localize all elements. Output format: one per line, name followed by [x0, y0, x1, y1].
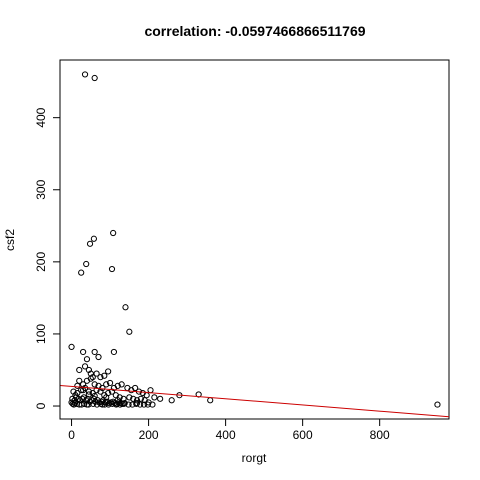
- data-point: [125, 401, 132, 408]
- data-point: [74, 382, 81, 389]
- data-point: [74, 389, 81, 397]
- x-tick-label: 200: [139, 428, 159, 442]
- data-point: [120, 400, 128, 407]
- data-point: [101, 372, 108, 379]
- data-point: [109, 400, 116, 407]
- x-axis: 0 200 400 600 800: [68, 418, 390, 442]
- data-point: [133, 397, 141, 404]
- data-point: [133, 400, 140, 407]
- data-point: [137, 395, 144, 402]
- data-point: [83, 401, 91, 408]
- data-point: [110, 348, 118, 356]
- data-point: [132, 384, 139, 392]
- data-point: [93, 370, 100, 377]
- data-point: [151, 394, 158, 401]
- data-point: [110, 229, 117, 237]
- data-point: [99, 384, 106, 392]
- data-point: [133, 400, 141, 407]
- y-axis: 0 100 200 300 400: [34, 107, 61, 409]
- chart-title: correlation: -0.0597466866511769: [144, 23, 365, 39]
- data-point: [85, 388, 92, 395]
- y-tick-label: 100: [34, 324, 48, 344]
- data-point: [90, 400, 97, 407]
- data-point: [105, 401, 112, 408]
- y-tick-label: 0: [34, 402, 48, 409]
- data-point: [78, 269, 85, 276]
- data-point: [83, 356, 91, 363]
- data-point: [130, 395, 137, 402]
- regression-line: [59, 384, 450, 418]
- data-point: [149, 401, 156, 408]
- data-point: [157, 395, 164, 402]
- y-tick-label: 200: [34, 252, 48, 272]
- data-point: [90, 235, 97, 242]
- data-point: [140, 401, 148, 408]
- data-point: [91, 392, 98, 400]
- data-point: [126, 394, 133, 401]
- data-point: [105, 368, 112, 375]
- y-axis-label: csf2: [3, 229, 17, 251]
- data-point: [85, 366, 92, 374]
- data-point: [76, 401, 83, 408]
- data-point: [114, 397, 121, 404]
- data-point: [108, 265, 116, 273]
- data-point: [122, 304, 129, 311]
- data-point: [137, 401, 144, 408]
- data-point: [103, 381, 110, 388]
- data-point: [108, 388, 116, 395]
- data-points: [68, 71, 441, 408]
- data-point: [97, 374, 104, 381]
- data-point: [91, 348, 98, 356]
- y-tick-label: 300: [34, 179, 48, 199]
- plot-frame: [59, 59, 450, 420]
- data-point: [95, 353, 102, 361]
- data-point: [101, 401, 108, 408]
- data-point: [76, 366, 83, 374]
- data-point: [168, 397, 175, 404]
- data-point: [91, 74, 98, 82]
- data-point: [103, 394, 110, 401]
- data-point: [144, 401, 151, 408]
- x-axis-label: rorgt: [242, 451, 267, 465]
- data-point: [126, 328, 133, 335]
- data-point: [87, 375, 94, 382]
- x-tick-label: 0: [68, 428, 75, 442]
- data-point: [85, 391, 92, 398]
- data-point: [81, 363, 89, 370]
- data-point: [83, 260, 90, 268]
- data-point: [118, 381, 125, 388]
- data-point: [91, 381, 98, 388]
- data-point: [434, 401, 441, 408]
- data-point: [86, 240, 94, 247]
- data-point: [106, 379, 114, 387]
- data-point: [99, 401, 106, 408]
- x-tick-label: 800: [370, 428, 390, 442]
- data-point: [147, 387, 154, 394]
- x-tick-label: 400: [216, 428, 236, 442]
- y-tick-label: 400: [34, 107, 48, 127]
- x-tick-label: 600: [293, 428, 313, 442]
- data-point: [76, 377, 83, 384]
- data-point: [81, 71, 89, 78]
- data-point: [70, 388, 77, 395]
- data-point: [207, 397, 214, 404]
- data-point: [114, 382, 121, 389]
- data-point: [80, 348, 87, 356]
- data-point: [68, 343, 75, 351]
- data-point: [93, 387, 100, 394]
